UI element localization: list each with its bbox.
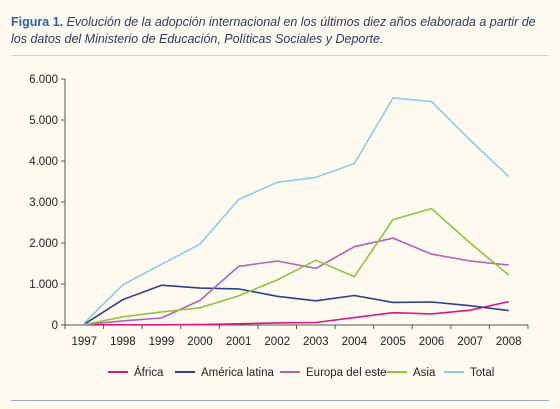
y-tick-label: 2.000 — [29, 238, 58, 250]
series-line-1 — [83, 284, 509, 325]
legend-label: Asia — [413, 367, 436, 379]
legend-label: África — [134, 366, 164, 379]
y-tick-label: 3.000 — [29, 197, 58, 209]
x-tick-label: 2006 — [419, 336, 445, 348]
figure-label: Figura 1. — [11, 15, 64, 29]
caption-divider — [11, 55, 549, 56]
x-tick-label: 2002 — [264, 336, 290, 348]
y-tick-label: 6.000 — [29, 74, 58, 86]
legend-label: Total — [470, 367, 494, 379]
x-tick-label: 2005 — [380, 336, 406, 348]
chart-axes: 0 1.000 2.000 3.000 4.000 5.000 6.000 1997 1998 1… — [29, 74, 529, 348]
y-tick-label: 0 — [52, 320, 58, 332]
y-tick-label: 4.000 — [29, 156, 58, 168]
chart-series — [83, 97, 510, 326]
y-tick-label: 5.000 — [29, 115, 58, 127]
chart-legend: África América latina Europa del este Asia T… — [108, 366, 494, 379]
figure-caption: Figura 1. Evolución de la adopción inter… — [11, 14, 551, 48]
series-line-4 — [83, 97, 510, 324]
x-tick-label: 2003 — [303, 336, 329, 348]
x-tick-label: 2007 — [457, 336, 483, 348]
x-tick-label: 2000 — [187, 336, 213, 348]
legend-label: Europa del este — [306, 367, 387, 379]
series-line-0 — [84, 300, 509, 326]
series-line-2 — [84, 237, 509, 326]
x-tick-label: 1998 — [110, 336, 136, 348]
figure-caption-text: Evolución de la adopción internacional e… — [11, 15, 536, 46]
x-tick-label: 2001 — [226, 336, 252, 348]
x-tick-label: 2004 — [342, 336, 368, 348]
x-tick-label: 2008 — [496, 336, 522, 348]
x-tick-label: 1997 — [71, 336, 97, 348]
x-tick-label: 1999 — [149, 336, 175, 348]
bottom-divider — [11, 400, 549, 401]
y-tick-label: 1.000 — [29, 279, 58, 291]
series-line-3 — [84, 207, 510, 326]
legend-label: América latina — [201, 367, 274, 379]
